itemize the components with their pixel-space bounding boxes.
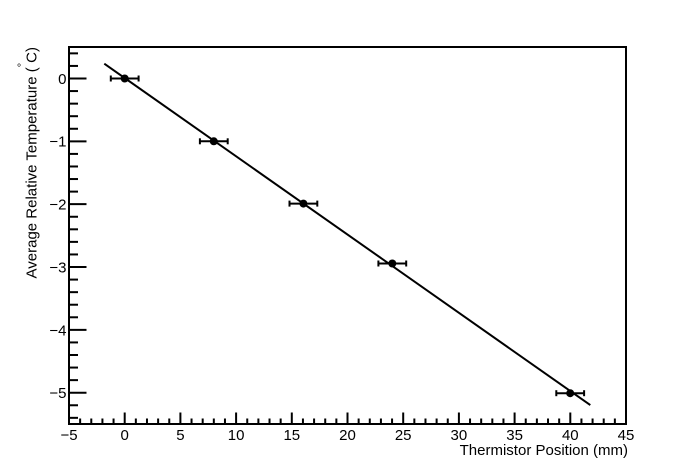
svg-text:0: 0 — [121, 427, 129, 444]
svg-text:−5: −5 — [60, 427, 77, 444]
svg-text:−3: −3 — [49, 259, 66, 276]
svg-text:20: 20 — [339, 427, 356, 444]
svg-text:45: 45 — [618, 427, 635, 444]
svg-text:Thermistor Position (mm): Thermistor Position (mm) — [460, 442, 628, 459]
svg-text:35: 35 — [506, 427, 523, 444]
svg-text:Average Relative Temperature (: Average Relative Temperature (°C) — [17, 47, 41, 278]
svg-text:25: 25 — [395, 427, 412, 444]
svg-text:−5: −5 — [49, 385, 66, 402]
svg-text:0: 0 — [58, 71, 66, 88]
svg-text:10: 10 — [228, 427, 245, 444]
svg-text:−1: −1 — [49, 134, 66, 151]
svg-text:5: 5 — [176, 427, 184, 444]
svg-text:−2: −2 — [49, 197, 66, 214]
svg-text:30: 30 — [451, 427, 468, 444]
svg-text:15: 15 — [283, 427, 300, 444]
svg-text:40: 40 — [562, 427, 579, 444]
svg-text:−4: −4 — [49, 322, 66, 339]
